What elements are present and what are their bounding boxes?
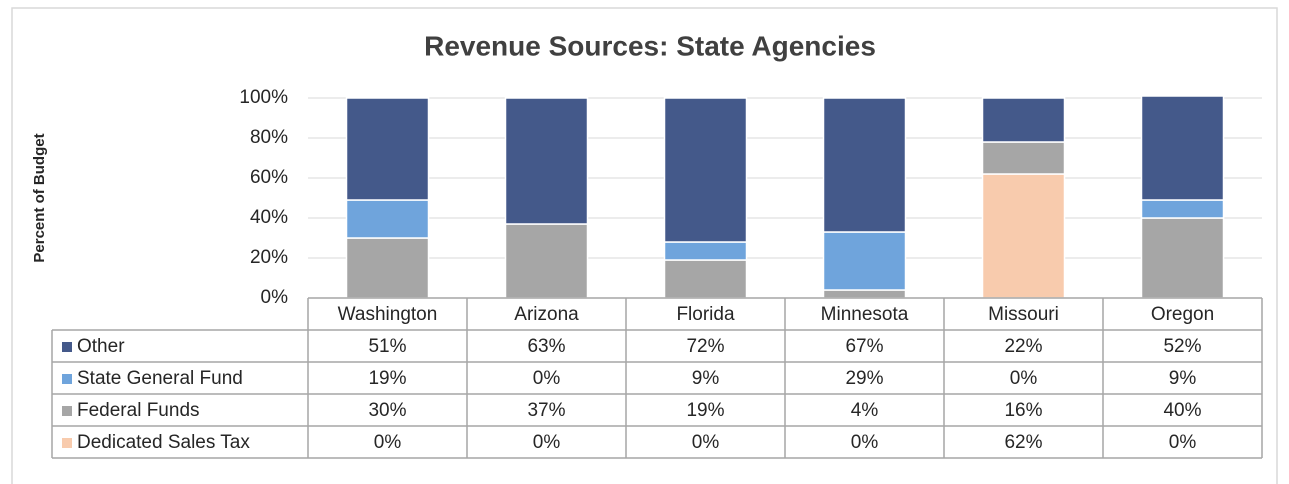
table-value: 0%	[374, 432, 402, 453]
table-value: 40%	[1163, 400, 1201, 421]
legend-swatch	[62, 406, 72, 416]
table-value: 0%	[692, 432, 720, 453]
y-tick-label: 20%	[250, 247, 288, 268]
table-value: 30%	[368, 400, 406, 421]
table-value: 0%	[851, 432, 879, 453]
legend-swatch	[62, 342, 72, 352]
x-tick-label: Minnesota	[821, 304, 909, 325]
legend-label: Federal Funds	[77, 400, 200, 421]
y-tick-label: 40%	[250, 207, 288, 228]
legend-label: Other	[77, 336, 125, 357]
table-value: 9%	[1169, 368, 1197, 389]
y-tick-label: 100%	[239, 87, 288, 108]
table-value: 19%	[686, 400, 724, 421]
y-axis-label: Percent of Budget	[31, 133, 48, 262]
y-tick-label: 0%	[261, 287, 289, 308]
table-value: 0%	[533, 432, 561, 453]
table-value: 0%	[1010, 368, 1038, 389]
x-tick-label: Washington	[338, 304, 438, 325]
legend-swatch	[62, 374, 72, 384]
y-tick-label: 60%	[250, 167, 288, 188]
bar-segment	[822, 231, 907, 291]
bar-segment	[1140, 95, 1225, 201]
x-tick-label: Arizona	[514, 304, 579, 325]
bar-segment	[663, 259, 748, 299]
chart-frame	[11, 7, 1278, 484]
bar-segment	[981, 141, 1066, 175]
bar-segment	[981, 173, 1066, 299]
legend-label: State General Fund	[77, 368, 243, 389]
table-value: 63%	[527, 336, 565, 357]
y-tick-label: 80%	[250, 127, 288, 148]
table-value: 51%	[368, 336, 406, 357]
legend-swatch	[62, 438, 72, 448]
x-tick-label: Oregon	[1151, 304, 1214, 325]
table-value: 29%	[845, 368, 883, 389]
bar-segment	[345, 199, 430, 239]
bar-segment	[663, 97, 748, 243]
table-value: 4%	[851, 400, 879, 421]
x-tick-label: Missouri	[988, 304, 1059, 325]
bar-segment	[981, 97, 1066, 143]
bar-segment	[822, 97, 907, 233]
bar-segment	[1140, 217, 1225, 299]
bar-segment	[663, 241, 748, 261]
table-value: 0%	[533, 368, 561, 389]
chart-title: Revenue Sources: State Agencies	[424, 30, 876, 61]
table-value: 67%	[845, 336, 883, 357]
bar-segment	[822, 289, 907, 299]
bar-segment	[504, 97, 589, 225]
bar-segment	[345, 97, 430, 201]
legend-label: Dedicated Sales Tax	[77, 432, 250, 453]
table-value: 22%	[1004, 336, 1042, 357]
table-value: 16%	[1004, 400, 1042, 421]
bar-segment	[345, 237, 430, 299]
table-value: 0%	[1169, 432, 1197, 453]
table-value: 19%	[368, 368, 406, 389]
x-tick-label: Florida	[676, 304, 735, 325]
table-value: 52%	[1163, 336, 1201, 357]
bar-segment	[1140, 199, 1225, 219]
table-value: 9%	[692, 368, 720, 389]
table-value: 72%	[686, 336, 724, 357]
table-value: 62%	[1004, 432, 1042, 453]
bar-segment	[504, 223, 589, 299]
table-value: 37%	[527, 400, 565, 421]
